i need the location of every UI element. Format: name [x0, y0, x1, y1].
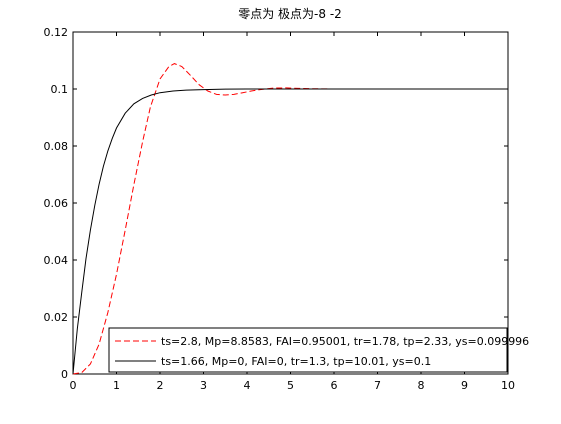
x-tick-label: 10 [501, 379, 515, 392]
y-tick-label: 0.08 [44, 140, 69, 153]
y-tick-label: 0.04 [44, 254, 69, 267]
plot-area [72, 31, 509, 375]
series-line-2 [72, 88, 508, 375]
axis-ticks: 0 1 2 3 4 5 6 7 8 9 10 0 0.02 0.04 0.06 0.08 0.1 0.12 [44, 26, 516, 392]
x-tick-label: 6 [331, 379, 338, 392]
y-tick-label: 0 [61, 368, 68, 381]
legend: ts=2.8, Mp=8.8583, FAI=0.95001, tr=1.78,… [108, 327, 529, 373]
legend-box [108, 327, 508, 373]
x-tick-label: 4 [244, 379, 251, 392]
y-tick-label: 0.12 [44, 26, 69, 39]
y-tick-label: 0.06 [44, 197, 69, 210]
chart-title: 零点为 极点为-8 -2 [238, 7, 342, 21]
x-tick-label: 2 [157, 379, 164, 392]
series-line-1 [72, 63, 491, 375]
x-tick-label: 3 [200, 379, 207, 392]
x-tick-label: 7 [374, 379, 381, 392]
legend-label-series-1: ts=2.8, Mp=8.8583, FAI=0.95001, tr=1.78,… [161, 335, 529, 348]
x-tick-label: 8 [418, 379, 425, 392]
x-tick-label: 0 [70, 379, 77, 392]
x-tick-label: 1 [113, 379, 120, 392]
y-tick-label: 0.02 [44, 311, 69, 324]
x-tick-label: 5 [287, 379, 294, 392]
legend-label-series-2: ts=1.66, Mp=0, FAI=0, tr=1.3, tp=10.01, … [161, 355, 431, 368]
x-tick-label: 9 [461, 379, 468, 392]
series-group [72, 63, 508, 375]
y-tick-label: 0.1 [51, 83, 69, 96]
